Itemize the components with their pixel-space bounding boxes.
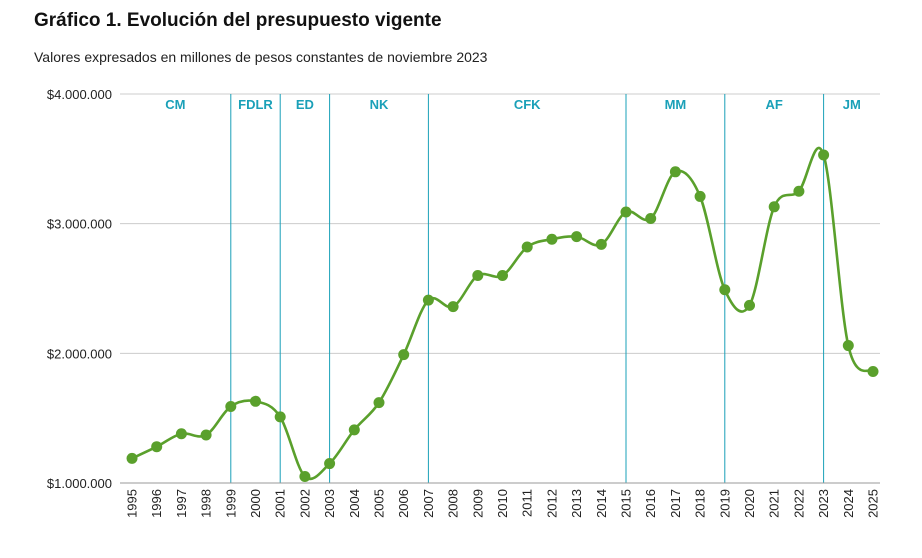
data-point [472, 270, 484, 282]
data-point [546, 233, 558, 245]
x-tick-label: 2018 [693, 489, 708, 518]
y-tick-label: $2.000.000 [47, 346, 112, 361]
series-line-layer [131, 146, 874, 481]
x-tick-label: 2003 [322, 489, 337, 518]
x-tick-label: 2025 [866, 489, 881, 518]
x-tick-label: 2024 [841, 489, 856, 518]
x-tick-label: 2007 [421, 489, 436, 518]
x-tick-label: 2010 [495, 489, 510, 518]
x-tick-label: 2020 [742, 489, 757, 518]
data-point-layer [126, 149, 879, 483]
x-axis: 1995 1996 1997 1998 1999 2000 2001 2002 2003 2004… [125, 489, 881, 518]
data-point [348, 424, 360, 436]
x-tick-label: 2009 [470, 489, 485, 518]
x-tick-label: 1997 [174, 489, 189, 518]
x-tick-label: 2015 [619, 489, 634, 518]
data-point [719, 284, 731, 296]
data-point [867, 365, 879, 377]
data-point [151, 441, 163, 453]
data-point [225, 400, 237, 412]
x-tick-label: 2000 [248, 489, 263, 518]
period-label: CFK [514, 97, 541, 112]
period-divider-layer [230, 94, 825, 483]
data-point [744, 299, 755, 311]
period-label: AF [766, 97, 783, 112]
data-point [447, 301, 459, 313]
data-point [200, 429, 212, 441]
data-point [669, 166, 681, 178]
data-point [645, 212, 657, 224]
data-point [694, 190, 706, 202]
data-point [324, 458, 336, 470]
x-tick-label: 2014 [594, 489, 609, 518]
data-point [793, 185, 805, 197]
data-point [126, 452, 138, 464]
data-point [571, 231, 583, 243]
series-line [131, 146, 874, 481]
data-point [422, 294, 434, 306]
data-point [250, 395, 261, 407]
x-tick-label: 2008 [446, 489, 461, 518]
period-label: FDLR [238, 97, 273, 112]
data-point [818, 149, 830, 161]
data-point [497, 270, 508, 282]
data-point [620, 206, 632, 218]
x-tick-label: 2021 [767, 489, 782, 518]
x-tick-label: 2001 [273, 489, 288, 518]
data-point [768, 201, 780, 213]
chart-subtitle: Valores expresados en millones de pesos … [34, 49, 488, 65]
x-tick-label: 2016 [643, 489, 658, 518]
data-point [521, 241, 533, 253]
x-tick-label: 1999 [223, 489, 238, 518]
y-tick-label: $3.000.000 [47, 217, 112, 232]
data-point [274, 411, 286, 423]
x-tick-label: 2002 [297, 489, 312, 518]
data-point [398, 349, 410, 361]
x-tick-label: 2012 [544, 489, 559, 518]
period-label: JM [843, 97, 861, 112]
x-tick-label: 2006 [396, 489, 411, 518]
data-point [299, 471, 311, 483]
x-tick-label: 1998 [199, 489, 214, 518]
period-label-layer: CM FDLR ED NK CFK MM AF JM [165, 97, 861, 112]
grid-layer [120, 93, 880, 484]
x-tick-label: 2005 [372, 489, 387, 518]
x-tick-label: 2022 [791, 489, 806, 518]
data-point [175, 428, 187, 440]
x-tick-label: 2017 [668, 489, 683, 518]
x-tick-label: 1995 [125, 489, 140, 518]
y-tick-label: $1.000.000 [47, 476, 112, 491]
x-tick-label: 2011 [520, 489, 535, 517]
x-tick-label: 2023 [816, 489, 831, 518]
x-tick-label: 1996 [149, 489, 164, 518]
period-label: CM [165, 97, 185, 112]
x-tick-label: 2004 [347, 489, 362, 518]
y-tick-label: $4.000.000 [47, 87, 112, 102]
chart-title: Gráfico 1. Evolución del presupuesto vig… [34, 10, 442, 31]
y-axis: $1.000.000 $2.000.000 $3.000.000 $4.000.000 [47, 87, 880, 491]
data-point [595, 238, 607, 250]
data-point [373, 397, 385, 409]
period-label: NK [370, 97, 389, 112]
x-tick-label: 2019 [717, 489, 732, 518]
data-point [842, 340, 854, 352]
period-label: ED [296, 97, 314, 112]
period-label: MM [665, 97, 687, 112]
x-tick-label: 2013 [569, 489, 584, 518]
